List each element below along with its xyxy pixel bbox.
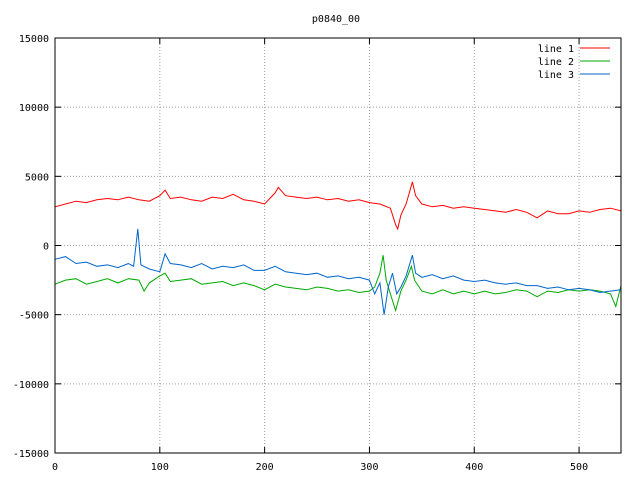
x-tick-label: 400 <box>465 462 483 473</box>
legend-label: line 3 <box>538 70 574 81</box>
plot-series <box>54 181 622 315</box>
series-line-3 <box>54 228 622 315</box>
x-tick-label: 500 <box>570 462 588 473</box>
legend-label: line 1 <box>538 44 574 55</box>
x-axis-ticks: 0 100 200 300 400 500 <box>52 38 588 473</box>
x-tick-label: 100 <box>151 462 169 473</box>
x-tick-label: 300 <box>360 462 378 473</box>
x-tick-label: 0 <box>52 462 58 473</box>
y-tick-label: 10000 <box>19 103 49 114</box>
y-tick-label: 15000 <box>19 34 49 45</box>
x-tick-label: 200 <box>256 462 274 473</box>
chart-title: p0840_00 <box>312 14 360 25</box>
series-line-1 <box>54 181 622 231</box>
grid-lines <box>55 38 621 453</box>
y-tick-label: -15000 <box>13 449 49 460</box>
y-tick-label: -5000 <box>19 311 49 322</box>
y-tick-label: -10000 <box>13 380 49 391</box>
y-tick-label: 0 <box>43 242 49 253</box>
legend: line 1 line 2 line 3 <box>538 44 610 81</box>
legend-label: line 2 <box>538 57 574 68</box>
y-axis-ticks: -15000 -10000 -5000 0 5000 10000 15000 <box>13 34 621 460</box>
series-line-2 <box>54 255 622 313</box>
y-tick-label: 5000 <box>25 172 49 183</box>
